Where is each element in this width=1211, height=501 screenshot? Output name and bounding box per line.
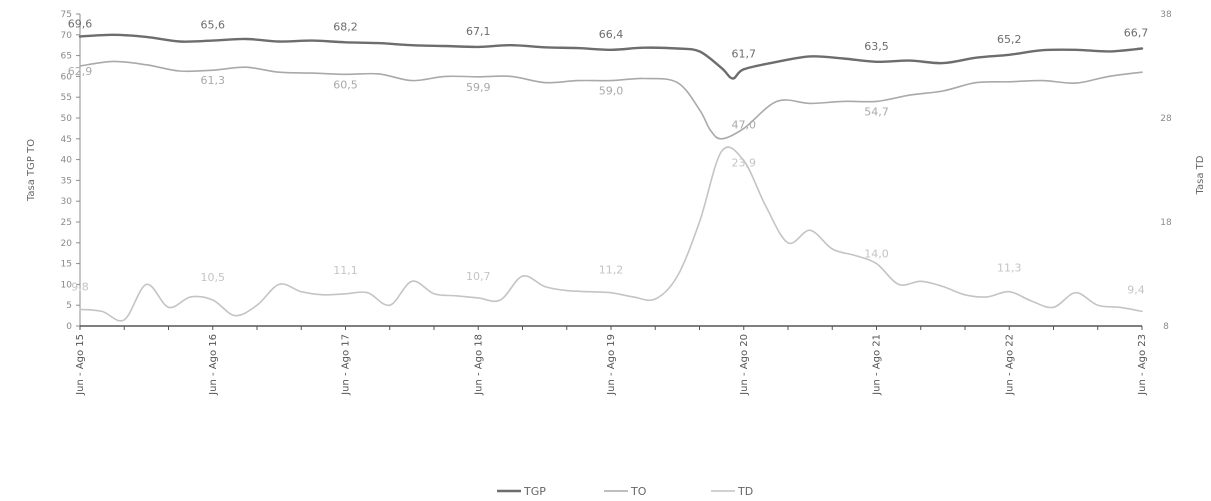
x-tick-label: Jun - Ago 16: [208, 334, 219, 396]
y-right-tick-label: 28: [1160, 114, 1172, 124]
data-label-tgp: 65,6: [201, 19, 226, 32]
x-tick-label: Jun - Ago 19: [606, 334, 617, 396]
data-label-td: 10,5: [201, 271, 226, 284]
data-label-td: 11,1: [333, 264, 358, 277]
y-left-tick-label: 55: [61, 93, 72, 103]
data-labels: 69,6 65,6 68,2 67,1 66,4 61,7 63,5 65,2 66,7 62,9…: [68, 17, 1149, 296]
y-left-tick-label: 65: [61, 52, 72, 62]
x-tick-label: Jun - Ago 17: [341, 334, 352, 396]
y-left-tick-label: 0: [66, 322, 72, 332]
y-left-tick-label: 50: [61, 114, 73, 124]
data-label-to: 62,9: [68, 65, 93, 78]
x-tick-label: Jun - Ago 18: [473, 334, 484, 396]
data-label-td: 11,3: [997, 262, 1022, 275]
y-left-tick-label: 45: [61, 135, 72, 145]
x-tick-label: Jun - Ago 23: [1137, 334, 1148, 396]
data-label-tgp: 67,1: [466, 25, 491, 38]
data-label-td: 9,4: [1127, 283, 1145, 296]
data-label-tgp: 66,4: [599, 28, 624, 41]
series-lines: [78, 33, 1144, 322]
series-line-td: [79, 146, 1143, 322]
data-label-td: 23,9: [732, 157, 757, 170]
data-label-tgp: 63,5: [864, 40, 889, 53]
y-right-tick-label: 18: [1160, 218, 1172, 228]
data-label-to: 60,5: [333, 78, 358, 91]
data-label-to: 47,0: [732, 118, 757, 131]
data-label-tgp: 61,7: [732, 47, 757, 60]
y-left-tick-label: 35: [61, 176, 72, 186]
y-left-tick-label: 30: [61, 197, 73, 207]
data-label-to: 59,9: [466, 81, 491, 94]
x-tick-label: Jun - Ago 20: [739, 334, 750, 396]
series-line-to: [79, 60, 1143, 140]
data-label-td: 11,2: [599, 264, 624, 277]
data-label-td: 14,0: [864, 248, 889, 261]
y-right-tick-label: 8: [1163, 322, 1169, 332]
legend-label-tgp: TGP: [523, 485, 546, 498]
y-left-tick-label: 5: [66, 301, 72, 311]
data-label-tgp: 65,2: [997, 33, 1022, 46]
y-right-tick-label: 38: [1160, 10, 1172, 20]
y-left-tick-label: 15: [61, 260, 72, 270]
y-axis-left-title: Tasa TGP TO: [26, 139, 37, 202]
y-axis-right: 8 18 28 38: [1160, 10, 1172, 332]
x-tick-label: Jun - Ago 15: [75, 334, 86, 396]
x-tick-label: Jun - Ago 22: [1004, 334, 1015, 396]
y-left-tick-label: 25: [61, 218, 72, 228]
y-left-tick-label: 20: [61, 239, 73, 249]
x-axis: Jun - Ago 15 Jun - Ago 16 Jun - Ago 17 Jun …: [75, 325, 1148, 396]
data-label-to: 61,3: [201, 74, 226, 87]
data-label-tgp: 69,6: [68, 17, 93, 30]
y-axis-left: 0 5 10 15 20 25 30 35 40 45 50 55 60 65 70 75: [61, 10, 81, 332]
y-axis-right-title: Tasa TD: [1195, 155, 1206, 195]
data-label-to: 54,7: [864, 105, 889, 118]
data-label-tgp: 68,2: [333, 20, 358, 33]
data-label-tgp: 66,7: [1124, 27, 1149, 40]
legend-label-td: TD: [737, 485, 753, 498]
y-left-tick-label: 70: [61, 31, 73, 41]
y-left-tick-label: 60: [61, 72, 73, 82]
legend-label-to: TO: [630, 485, 647, 498]
data-label-td: 10,7: [466, 270, 491, 283]
legend: TGP TO TD: [497, 485, 753, 498]
y-left-tick-label: 40: [61, 156, 73, 166]
series-line-tgp: [78, 33, 1144, 80]
data-label-to: 59,0: [599, 85, 624, 98]
y-left-tick-label: 10: [61, 280, 73, 290]
data-label-td: 9,8: [71, 280, 89, 293]
y-left-tick-label: 75: [61, 10, 72, 20]
x-tick-label: Jun - Ago 21: [872, 334, 883, 396]
